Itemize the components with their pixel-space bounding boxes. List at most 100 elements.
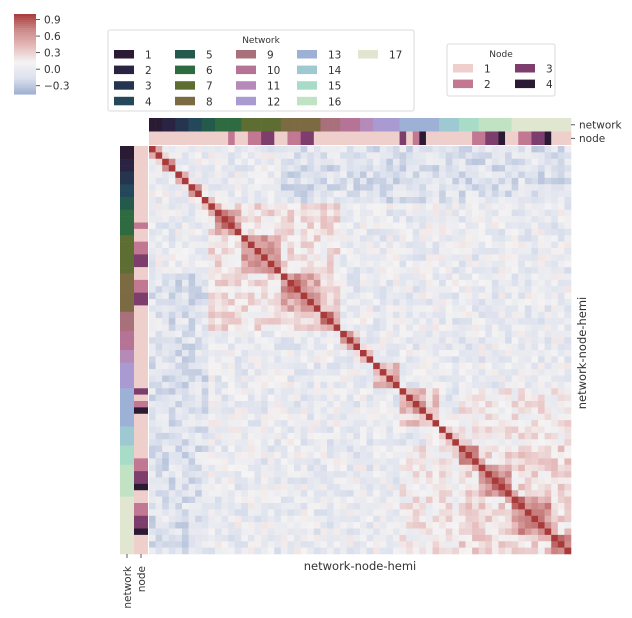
left-network-cell xyxy=(120,152,134,160)
network-legend-swatch xyxy=(175,96,195,106)
heatmap-cell xyxy=(162,292,170,300)
heatmap-cell xyxy=(406,267,414,274)
heatmap-cell xyxy=(221,350,229,357)
heatmap-cell xyxy=(313,381,321,389)
heatmap-cell xyxy=(320,464,328,472)
heatmap-cell xyxy=(472,381,479,389)
heatmap-cell xyxy=(274,496,282,504)
heatmap-cell xyxy=(392,541,400,548)
heatmap-cell xyxy=(267,432,275,440)
heatmap-cell xyxy=(458,158,466,166)
heatmap-cell xyxy=(333,471,341,478)
heatmap-cell xyxy=(485,216,493,223)
heatmap-cell xyxy=(300,286,308,293)
heatmap-cell xyxy=(313,471,321,478)
heatmap-cell xyxy=(366,254,374,262)
heatmap-cell xyxy=(274,547,282,555)
heatmap-cell xyxy=(327,522,334,529)
left-network-cell xyxy=(120,483,134,491)
heatmap-cell xyxy=(379,337,387,344)
heatmap-cell xyxy=(221,318,229,325)
heatmap-cell xyxy=(544,292,552,300)
heatmap-cell xyxy=(155,235,163,242)
heatmap-cell xyxy=(485,477,493,485)
heatmap-cell xyxy=(208,432,216,440)
heatmap-cell xyxy=(360,401,367,408)
heatmap-cell xyxy=(406,458,414,466)
heatmap-cell xyxy=(221,547,229,555)
heatmap-cell xyxy=(228,299,236,306)
heatmap-cell xyxy=(162,299,170,306)
heatmap-cell xyxy=(485,362,493,370)
heatmap-cell xyxy=(432,362,440,370)
heatmap-cell xyxy=(432,369,440,376)
heatmap-cell xyxy=(188,394,196,402)
heatmap-cell xyxy=(267,146,275,153)
heatmap-cell xyxy=(228,318,236,325)
heatmap-cell xyxy=(360,299,367,306)
heatmap-cell xyxy=(181,165,189,172)
heatmap-cell xyxy=(241,190,249,198)
heatmap-cell xyxy=(406,273,414,281)
heatmap-cell xyxy=(340,241,348,249)
heatmap-cell xyxy=(564,445,572,453)
heatmap-cell xyxy=(406,350,414,357)
heatmap-cell xyxy=(472,439,479,446)
heatmap-cell xyxy=(208,235,216,242)
heatmap-cell xyxy=(531,445,539,453)
heatmap-cell xyxy=(544,209,552,217)
heatmap-cell xyxy=(234,515,242,523)
heatmap-cell xyxy=(419,515,427,523)
heatmap-cell xyxy=(221,165,229,172)
heatmap-cell xyxy=(320,286,328,293)
heatmap-cell xyxy=(195,432,203,440)
heatmap-cell xyxy=(392,458,400,466)
heatmap-cell xyxy=(485,528,493,536)
heatmap-cell xyxy=(557,146,565,153)
heatmap-cell xyxy=(485,439,493,446)
heatmap-cell xyxy=(386,452,394,459)
heatmap-cell xyxy=(399,177,407,185)
top-node-cell xyxy=(162,131,170,145)
heatmap-cell xyxy=(221,267,229,274)
heatmap-cell xyxy=(452,184,460,191)
heatmap-cell xyxy=(208,426,216,434)
heatmap-cell xyxy=(452,216,460,223)
top-node-cell xyxy=(491,131,499,145)
heatmap-cell xyxy=(313,439,321,446)
heatmap-cell xyxy=(419,458,427,466)
heatmap-cell xyxy=(175,394,183,402)
heatmap-cell xyxy=(261,235,268,242)
heatmap-cell xyxy=(505,439,512,446)
heatmap-cell xyxy=(274,299,282,306)
colorbar-segment xyxy=(14,64,36,67)
heatmap-cell xyxy=(432,241,440,249)
heatmap-cell xyxy=(162,318,170,325)
heatmap-cell xyxy=(392,426,400,434)
heatmap-cell xyxy=(425,203,433,211)
heatmap-cell xyxy=(294,273,301,281)
heatmap-cell xyxy=(478,305,486,313)
heatmap-cell xyxy=(214,471,222,478)
heatmap-cell xyxy=(551,541,559,548)
top-node-cell xyxy=(261,131,268,145)
heatmap-cell xyxy=(320,369,328,376)
top-node-cell xyxy=(287,131,295,145)
heatmap-cell xyxy=(392,522,400,529)
heatmap-cell xyxy=(412,165,420,172)
heatmap-cell xyxy=(254,432,262,440)
heatmap-cell xyxy=(432,337,440,344)
heatmap-cell xyxy=(181,273,189,281)
heatmap-cell xyxy=(267,458,275,466)
heatmap-cell xyxy=(439,490,447,497)
heatmap-cell xyxy=(419,152,427,160)
heatmap-cell xyxy=(307,260,315,268)
heatmap-cell xyxy=(491,184,499,191)
heatmap-cell xyxy=(557,471,565,478)
heatmap-cell xyxy=(267,337,275,344)
heatmap-cell xyxy=(280,458,288,466)
heatmap-cell xyxy=(538,260,545,268)
heatmap-cell xyxy=(379,165,387,172)
heatmap-cell xyxy=(181,152,189,160)
heatmap-cell xyxy=(254,248,262,255)
